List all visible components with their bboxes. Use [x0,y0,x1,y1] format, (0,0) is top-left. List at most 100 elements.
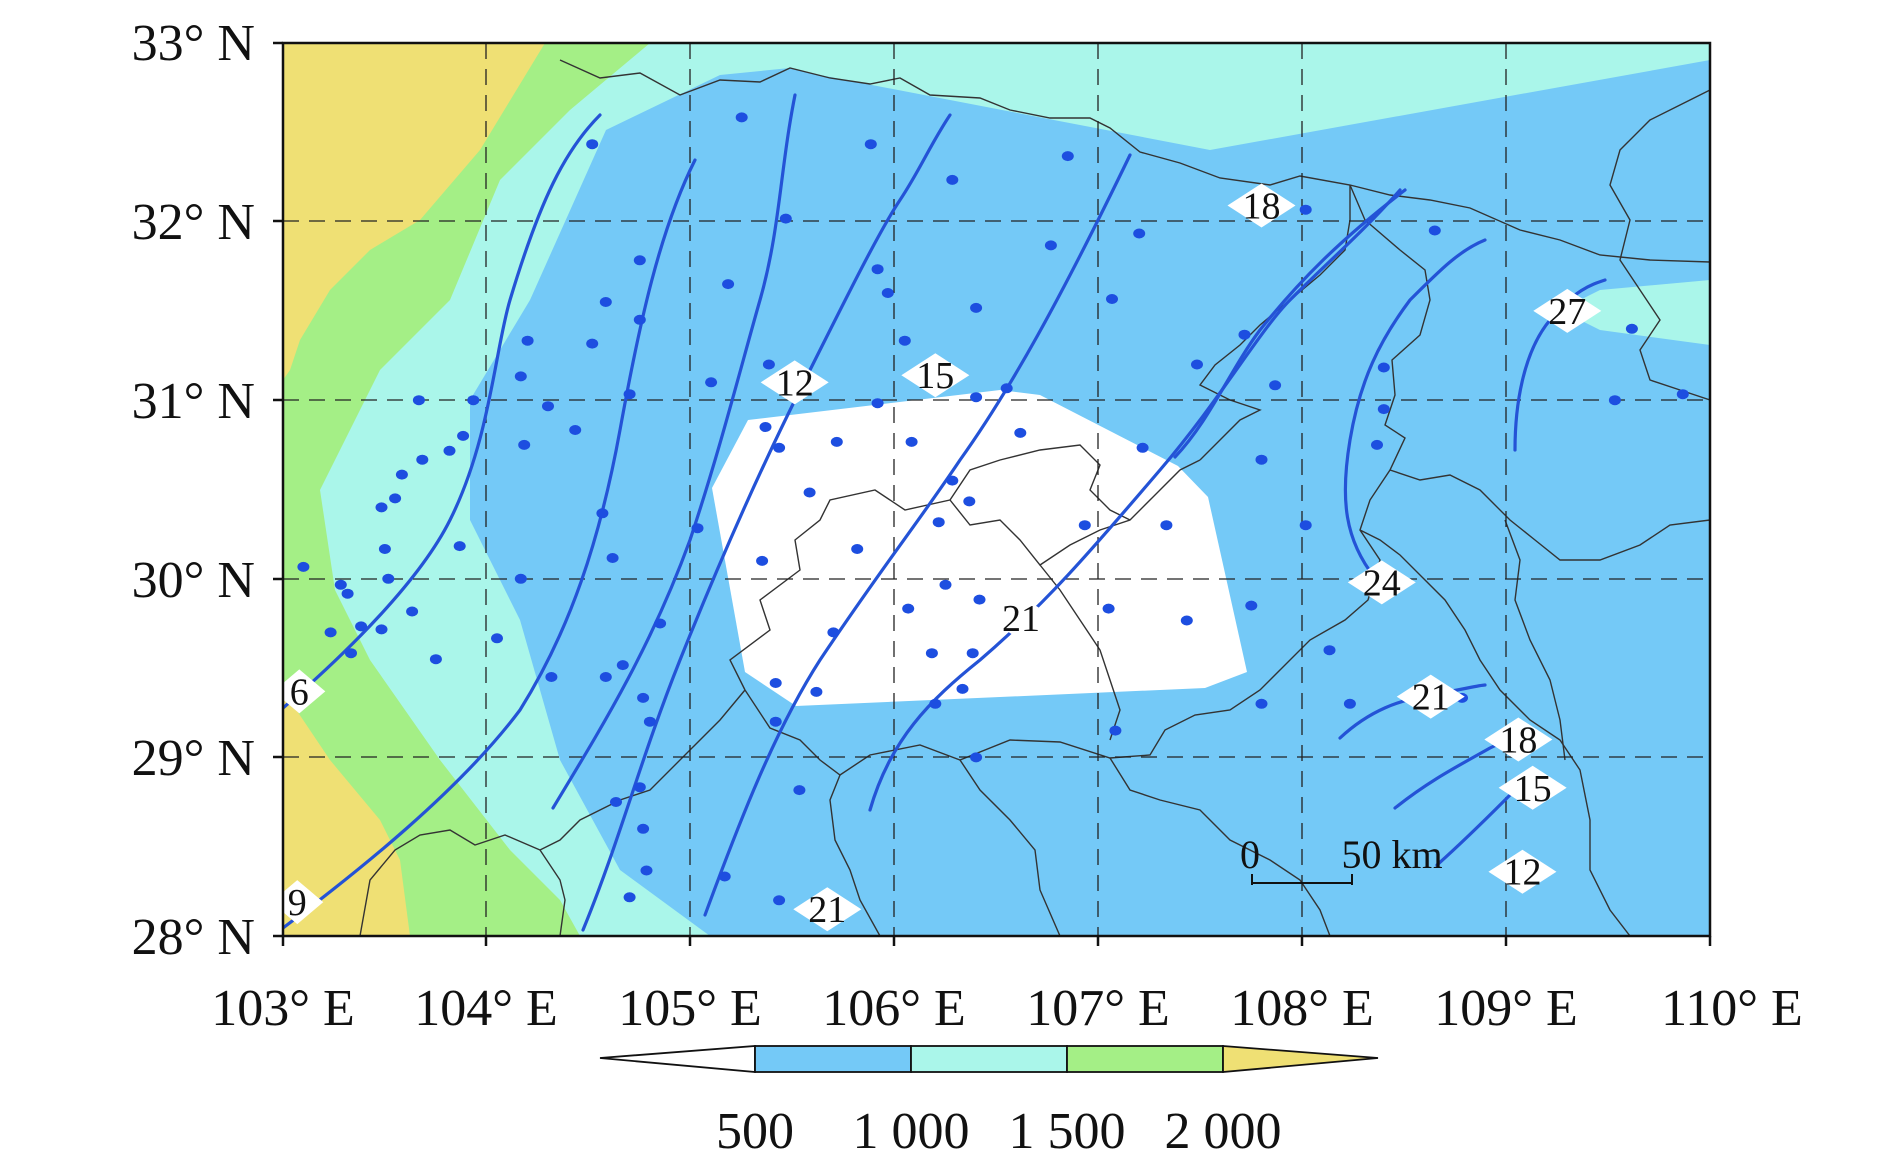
station-dot [1377,404,1390,415]
station-dot [1044,240,1057,251]
station-dot [1180,615,1193,626]
x-tick-label-107: 107° E [1026,980,1170,1037]
station-dot [586,139,599,150]
y-tick-labels: 33° N 32° N 31° N 30° N 29° N 28° N [132,15,255,966]
station-dot [871,264,884,275]
contour-label-text: 21 [808,889,846,931]
station-dot [1676,389,1689,400]
station-dot [902,603,915,614]
station-dot [416,454,429,465]
station-dot [929,698,942,709]
x-tick-label-109: 109° E [1434,980,1578,1037]
contour-label-background [760,360,829,405]
station-dot [769,716,782,727]
contour-line-15 [581,113,952,932]
contour-label-background [273,669,326,714]
contour-label-background [271,880,324,925]
station-dot [1428,225,1441,236]
station-dot [1106,294,1118,304]
x-axis [281,936,1712,946]
contour-label-21: 21 [1396,674,1465,719]
contour-label-text: 21 [1002,598,1040,640]
station-dot [803,487,816,498]
station-dot [1238,329,1251,340]
station-dot [735,112,748,123]
contour-label-text: 12 [1504,852,1542,894]
station-dot [1269,380,1282,391]
station-dot [864,139,877,150]
station-dot [569,425,582,435]
x-tick-label-106: 106° E [822,980,966,1037]
contour-label-background [901,353,970,398]
contour-line-27 [1513,278,1607,452]
legend-label-2000: 2 000 [1165,1103,1282,1160]
contour-label-background [1347,560,1416,605]
contour-line-6 [283,113,602,710]
station-dot [762,359,775,370]
station-dot [375,502,388,513]
contour-label-text: 15 [916,355,954,397]
station-dot [375,624,388,635]
station-dot [643,716,656,727]
station-dot [1136,442,1149,453]
contour-label-12: 12 [1488,849,1557,894]
contour-label-15: 15 [901,353,970,398]
legend-swatch-1500-2000 [1066,1045,1224,1073]
contour-label-21: 21 [793,887,862,932]
contour-label-21: 21 [986,596,1055,640]
contour-label-12: 12 [760,360,829,405]
station-dot [406,606,419,617]
station-dot [654,618,667,629]
elevation-band-under-500 [712,390,1247,706]
station-dot [773,442,786,453]
station-dot [1014,427,1027,438]
station-dot [542,401,554,412]
contour-label-background [1396,674,1465,719]
x-tick-label-108: 108° E [1230,980,1374,1037]
station-dot [779,213,792,224]
station-dot [545,672,558,682]
station-dot [1102,603,1115,614]
contour-label-27: 27 [1533,288,1602,333]
station-dot [467,395,480,406]
station-dot [970,302,983,313]
station-dot [851,544,864,554]
station-dot [1299,520,1312,531]
contour-lines [283,93,1607,932]
station-dot [946,174,959,185]
elevation-band-1000-1500-east [1560,280,1710,345]
y-axis [273,41,283,938]
station-dot [966,648,979,659]
station-dot [691,523,704,534]
legend-label-1500: 1 500 [1009,1103,1126,1160]
station-dot [443,445,456,456]
station-dot [633,782,646,793]
y-tick-label-28: 28° N [132,909,255,966]
station-dot [1255,698,1268,709]
legend-label-500: 500 [716,1103,794,1160]
legend-swatch-1000-1500 [910,1045,1068,1073]
station-dot [514,573,527,584]
station-dot [769,678,782,688]
y-tick-label-33: 33° N [132,15,255,72]
contour-label-text: 6 [290,671,309,713]
x-tick-label-104: 104° E [414,980,558,1037]
contour-label-18: 18 [1484,717,1553,762]
province-borders [359,59,1710,936]
station-dot [623,892,636,903]
station-dot [491,633,503,644]
station-dot [599,672,612,682]
station-dot [898,335,911,346]
contour-label-18: 18 [1227,183,1296,228]
station-dot [395,469,408,480]
scale-bar: 0 50 km [1240,832,1443,885]
station-dot [722,279,735,290]
station-dot [1608,395,1621,406]
station-dot [382,573,395,584]
station-dot [1625,323,1638,334]
station-dot [970,392,983,403]
contour-line-24 [1343,238,1487,580]
station-dot [1323,645,1336,656]
contour-line-9 [283,158,697,930]
